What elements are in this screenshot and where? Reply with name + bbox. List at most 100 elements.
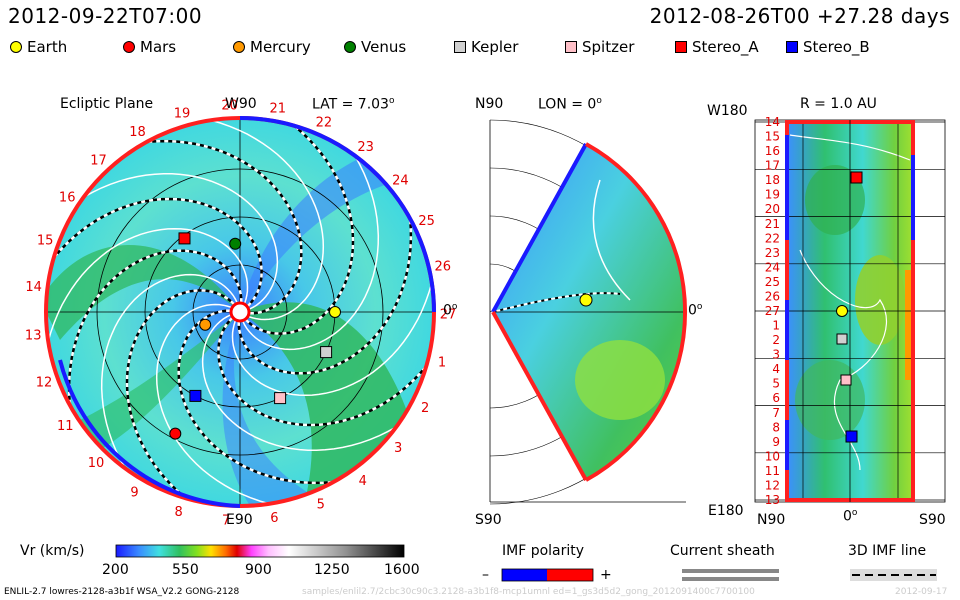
colorbar-tick: 200 — [102, 562, 129, 578]
radial-sector-label: 23 — [765, 246, 780, 260]
radial-sector-label: 17 — [765, 159, 780, 173]
sector-label: 24 — [392, 174, 409, 189]
white-spiral — [46, 227, 249, 373]
lat-value: LAT = 7.03 — [312, 96, 389, 113]
legend-label: Venus — [361, 38, 407, 56]
white-spiral — [242, 129, 380, 351]
spitzer-radial-marker — [840, 374, 852, 386]
colorbar-tick: 550 — [172, 562, 199, 578]
ecliptic-panel: 20 21222324252627123456789101112131415161… — [25, 98, 456, 528]
sector-label: 22 — [316, 116, 333, 131]
earth-marker-icon — [10, 41, 22, 53]
sector-label: 10 — [88, 456, 105, 471]
meridional-bottom-label: S90 — [475, 512, 502, 528]
ecliptic-lat-label: LAT = 7.03o — [312, 96, 394, 113]
legend-spitzer: Spitzer — [565, 38, 634, 56]
radial-sector-label: 9 — [772, 435, 780, 449]
ecliptic-rim-negative — [58, 359, 241, 508]
sector-label: 19 — [174, 106, 191, 121]
colorbar-label: Vr (km/s) — [20, 543, 85, 559]
spitzer-marker-icon — [565, 41, 577, 53]
degree-mark: o — [696, 302, 703, 312]
ecliptic-right-label: 0o — [443, 302, 457, 319]
radial-sector-label: 6 — [772, 391, 780, 405]
venus-marker — [229, 237, 242, 250]
mercury-marker-icon — [233, 41, 245, 53]
meridional-lon-label: LON = 0o — [538, 96, 602, 113]
mars-marker — [169, 427, 182, 440]
radial-sector-labels: 1415161718192021222324252627123456789101… — [765, 115, 780, 507]
degree-mark: o — [388, 96, 395, 106]
sector-label: 3 — [394, 441, 402, 456]
sector-label: 20 — [221, 98, 238, 113]
radial-sector-label: 3 — [772, 348, 780, 362]
legend-mercury: Mercury — [233, 38, 311, 56]
meridional-edge-positive — [491, 311, 588, 481]
imf-polarity-title: IMF polarity — [502, 543, 585, 559]
current-sheath-title: Current sheath — [670, 543, 775, 559]
spitzer-marker — [274, 392, 287, 405]
imf-spiral-dash — [217, 317, 434, 427]
imf-spiral-dash — [245, 118, 355, 335]
stereo-b-radial-marker — [845, 430, 858, 443]
radial-x-label-center: 0o — [843, 508, 857, 525]
stereo-b-marker-icon — [786, 41, 798, 53]
sector-label: 27 — [440, 308, 457, 323]
radial-title: R = 1.0 AU — [800, 96, 877, 112]
imf-spiral-dash — [125, 289, 235, 506]
legend-label: Stereo_B — [803, 38, 870, 56]
radial-sector-label: 15 — [765, 130, 780, 144]
radial-top-left-label: W180 — [707, 103, 748, 119]
stereo-b-marker — [189, 389, 202, 402]
sector-label: 18 — [129, 125, 146, 140]
imf-spiral-dash — [177, 309, 365, 485]
imf-spiral-dash — [237, 187, 413, 375]
radial-sector-label: 13 — [765, 493, 780, 507]
white-spiral — [179, 118, 325, 321]
legend-label: Earth — [27, 38, 68, 56]
white-spiral — [57, 172, 279, 310]
ecliptic-title: Ecliptic Plane — [60, 96, 154, 112]
radial-sector-label: 24 — [765, 260, 780, 274]
ecliptic-bodies — [169, 232, 341, 440]
sector-label: 12 — [36, 376, 53, 391]
radial-sector-label: 5 — [772, 377, 780, 391]
radial-x-label-right: S90 — [919, 512, 946, 528]
radial-sector-label: 8 — [772, 420, 780, 434]
colorbar — [115, 544, 405, 558]
lon-value: LON = 0 — [538, 96, 597, 113]
radial-sector-label: 14 — [765, 115, 780, 129]
footer-right: 2012-09-17 — [895, 587, 948, 597]
stereo-a-marker-icon — [675, 41, 687, 53]
legend-kepler: Kepler — [454, 38, 518, 56]
sector-label: 5 — [317, 498, 325, 513]
radial-sector-label: 16 — [765, 144, 780, 158]
radial-sector-label: 11 — [765, 464, 780, 478]
venus-marker-icon — [344, 41, 356, 53]
radial-sector-label: 2 — [772, 333, 780, 347]
sector-label: 8 — [175, 505, 183, 520]
legend-stereo-a: Stereo_A — [675, 38, 759, 56]
white-spiral — [201, 314, 423, 452]
meridional-rim — [585, 142, 688, 482]
white-spiral — [155, 303, 301, 506]
radial-sector-label: 10 — [765, 449, 780, 463]
radial-sector-label: 4 — [772, 362, 780, 376]
imf-spiral-lines — [46, 118, 434, 506]
sector-labels: 20 21222324252627123456789101112131415161… — [25, 98, 456, 528]
earth-radial-marker — [836, 305, 848, 317]
sector-label: 11 — [57, 419, 74, 434]
legend-label: Stereo_A — [692, 38, 759, 56]
sector-label: 26 — [435, 260, 452, 275]
kepler-marker-icon — [454, 41, 466, 53]
colorbar-tick: 900 — [245, 562, 272, 578]
imf-polarity-plus: + — [600, 567, 612, 583]
meridional-top-label: N90 — [475, 96, 504, 112]
radial-sector-label: 12 — [765, 479, 780, 493]
imf-polarity-minus: – — [482, 567, 489, 583]
sector-label: 23 — [357, 140, 374, 155]
imf-positive-swatch — [547, 569, 593, 581]
ecliptic-bottom-label: E90 — [226, 512, 253, 528]
sun-marker — [229, 301, 251, 323]
